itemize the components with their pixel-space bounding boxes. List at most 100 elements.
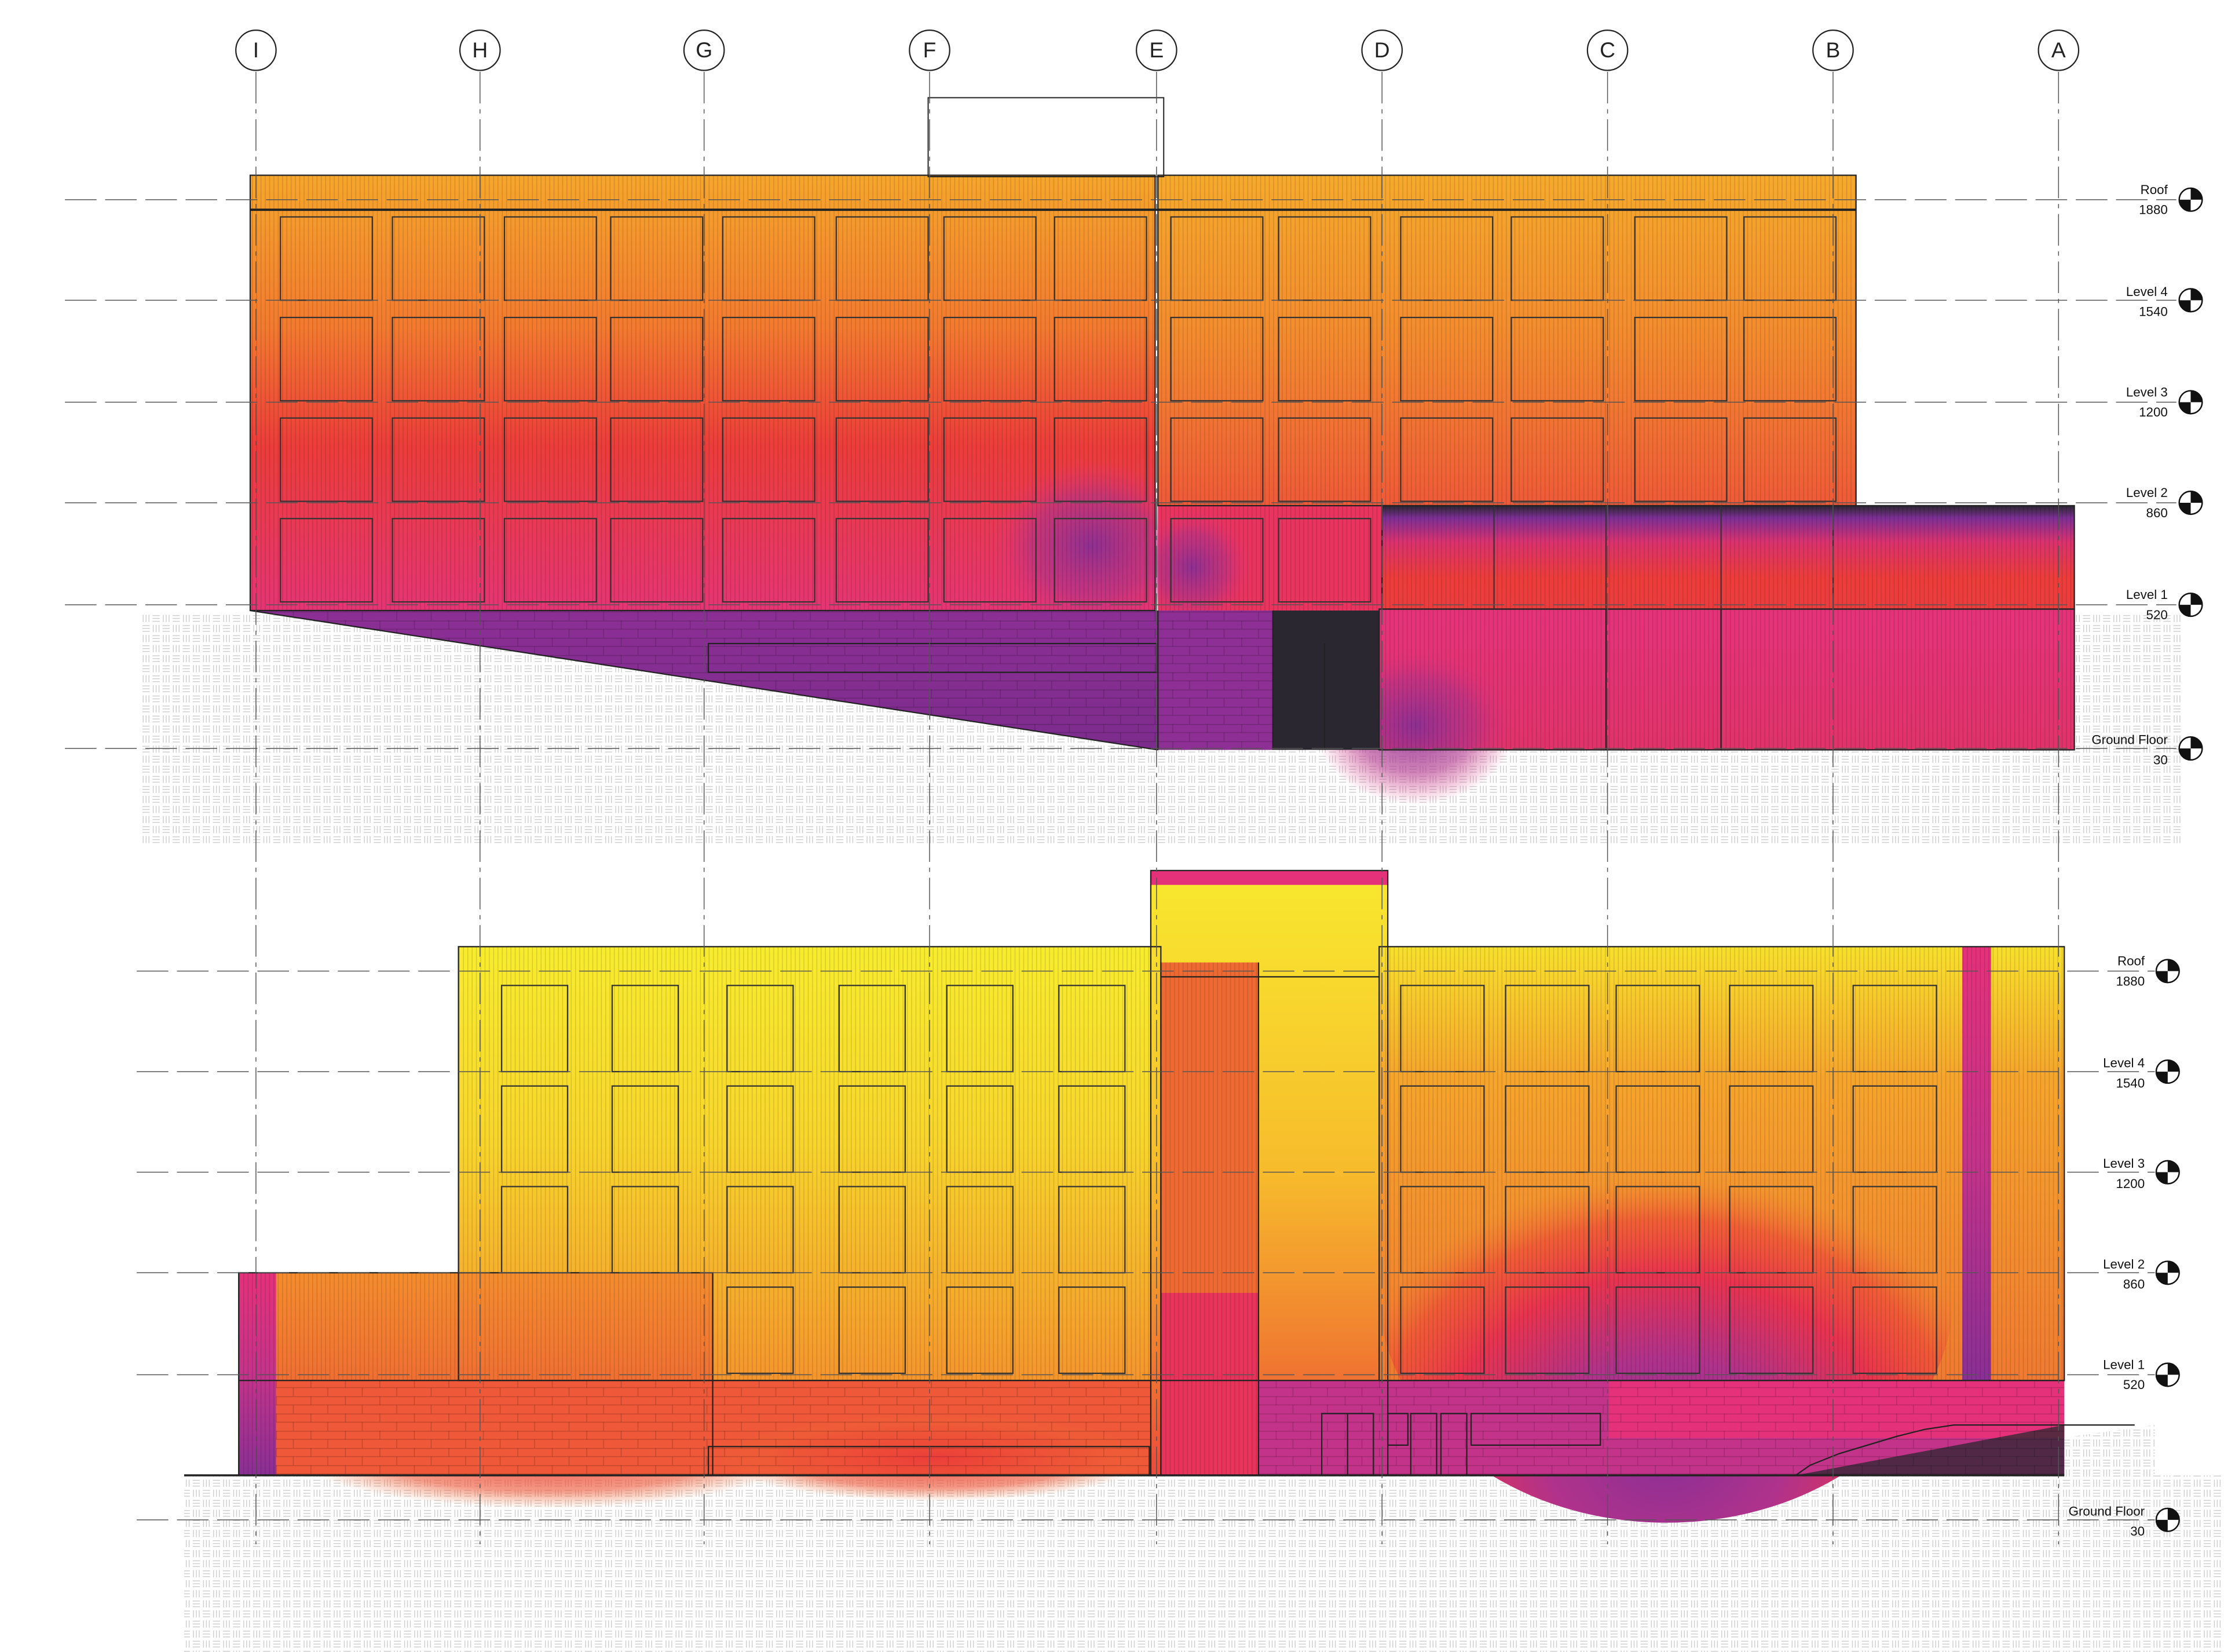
grid-bubble: E xyxy=(1136,29,1177,71)
window xyxy=(1278,316,1371,402)
window xyxy=(1615,1286,1700,1374)
window xyxy=(1278,518,1371,603)
level-marker-icon xyxy=(2178,490,2203,516)
top-door-block xyxy=(1272,611,1380,750)
window xyxy=(838,1286,906,1374)
grid-lines xyxy=(255,72,2060,1544)
level-tag: Level 4 1540 xyxy=(2126,284,2168,319)
window xyxy=(943,417,1037,502)
level-tag: Level 3 1200 xyxy=(2103,1156,2145,1191)
window xyxy=(1400,316,1494,402)
window xyxy=(1615,1085,1700,1173)
window xyxy=(943,518,1037,603)
level-elevation: 860 xyxy=(2123,1277,2145,1292)
grid-label: D xyxy=(1374,38,1390,62)
window xyxy=(722,417,815,502)
level-elevation: 1540 xyxy=(2139,305,2168,319)
window xyxy=(1170,417,1264,502)
window xyxy=(1400,1286,1485,1374)
window xyxy=(610,316,704,402)
level-name: Level 3 xyxy=(2103,1156,2145,1171)
window xyxy=(500,1085,569,1173)
window xyxy=(279,417,373,502)
level-labels-top: Roof 1880 Level 4 1540 Level 3 1200 Leve… xyxy=(2091,182,2168,767)
level-tag: Roof 1880 xyxy=(2139,182,2168,217)
level-lines xyxy=(65,199,2177,1521)
level-marker-icon xyxy=(2155,1507,2180,1532)
grid-bubble: F xyxy=(909,29,950,71)
level-elevation: 1540 xyxy=(2116,1076,2145,1090)
window xyxy=(610,518,704,603)
level-marker-icon xyxy=(2178,592,2203,617)
level-name: Ground Floor xyxy=(2069,1504,2145,1518)
level-marker-icon xyxy=(2155,1160,2180,1185)
level-tag: Level 2 860 xyxy=(2126,485,2168,520)
window xyxy=(1400,417,1494,502)
level-marker-icon xyxy=(2155,1059,2180,1084)
window xyxy=(943,316,1037,402)
level-marker-icon xyxy=(2178,187,2203,212)
level-markers xyxy=(2155,187,2203,1532)
window xyxy=(1505,1286,1590,1374)
window xyxy=(1852,1286,1937,1374)
level-marker-icon xyxy=(2155,959,2180,984)
window xyxy=(1510,316,1604,402)
level-elevation: 1200 xyxy=(2139,405,2168,419)
level-name: Level 1 xyxy=(2126,587,2168,602)
top-elevation xyxy=(141,97,2181,843)
level-tag: Ground Floor 30 xyxy=(2069,1504,2145,1538)
window xyxy=(1170,518,1264,603)
level-name: Roof xyxy=(2141,182,2168,197)
window xyxy=(503,417,597,502)
window xyxy=(1729,1286,1814,1374)
level-name: Level 4 xyxy=(2103,1056,2145,1070)
level-name: Level 2 xyxy=(2103,1257,2145,1271)
grid-bubbles: I H G F E D C B xyxy=(235,29,2080,71)
level-name: Ground Floor xyxy=(2091,733,2168,747)
window xyxy=(1058,1286,1126,1374)
grid-label: I xyxy=(253,38,259,62)
grid-label: G xyxy=(696,38,712,62)
window xyxy=(946,985,1014,1073)
level-name: Level 4 xyxy=(2126,284,2168,299)
window xyxy=(1278,417,1371,502)
grid-label: E xyxy=(1149,38,1164,62)
window xyxy=(503,518,597,603)
level-labels-bottom: Roof 1880 Level 4 1540 Level 3 1200 Leve… xyxy=(2069,954,2145,1539)
grid-label: C xyxy=(1600,38,1615,62)
window xyxy=(392,518,485,603)
grid-bubble: C xyxy=(1586,29,1629,71)
window xyxy=(1054,518,1147,603)
level-elevation: 1880 xyxy=(2116,974,2145,988)
window xyxy=(500,1186,569,1274)
level-name: Roof xyxy=(2117,954,2145,968)
window xyxy=(279,518,373,603)
level-tag: Level 4 1540 xyxy=(2103,1056,2145,1091)
level-elevation: 30 xyxy=(2153,752,2168,767)
level-marker-icon xyxy=(2178,390,2203,415)
window xyxy=(722,518,815,603)
window xyxy=(1743,216,1837,301)
window xyxy=(722,316,815,402)
window xyxy=(946,1286,1014,1374)
grid-label: B xyxy=(1826,38,1841,62)
window xyxy=(835,316,929,402)
window xyxy=(503,316,597,402)
grid-bubble: A xyxy=(2038,29,2080,71)
window xyxy=(279,316,373,402)
level-elevation: 1200 xyxy=(2116,1176,2145,1191)
window xyxy=(726,1286,794,1374)
window xyxy=(1054,417,1147,502)
grid-bubble: G xyxy=(683,29,725,71)
window xyxy=(1743,417,1837,502)
level-marker-icon xyxy=(2155,1260,2180,1285)
level-marker-icon xyxy=(2155,1362,2180,1387)
level-elevation: 520 xyxy=(2123,1377,2145,1392)
grid-label: F xyxy=(923,38,937,62)
window xyxy=(835,518,929,603)
grid-bubble: H xyxy=(459,29,501,71)
window xyxy=(1634,316,1728,402)
window xyxy=(392,316,485,402)
level-tag: Level 1 520 xyxy=(2103,1357,2145,1392)
level-name: Level 3 xyxy=(2126,385,2168,399)
